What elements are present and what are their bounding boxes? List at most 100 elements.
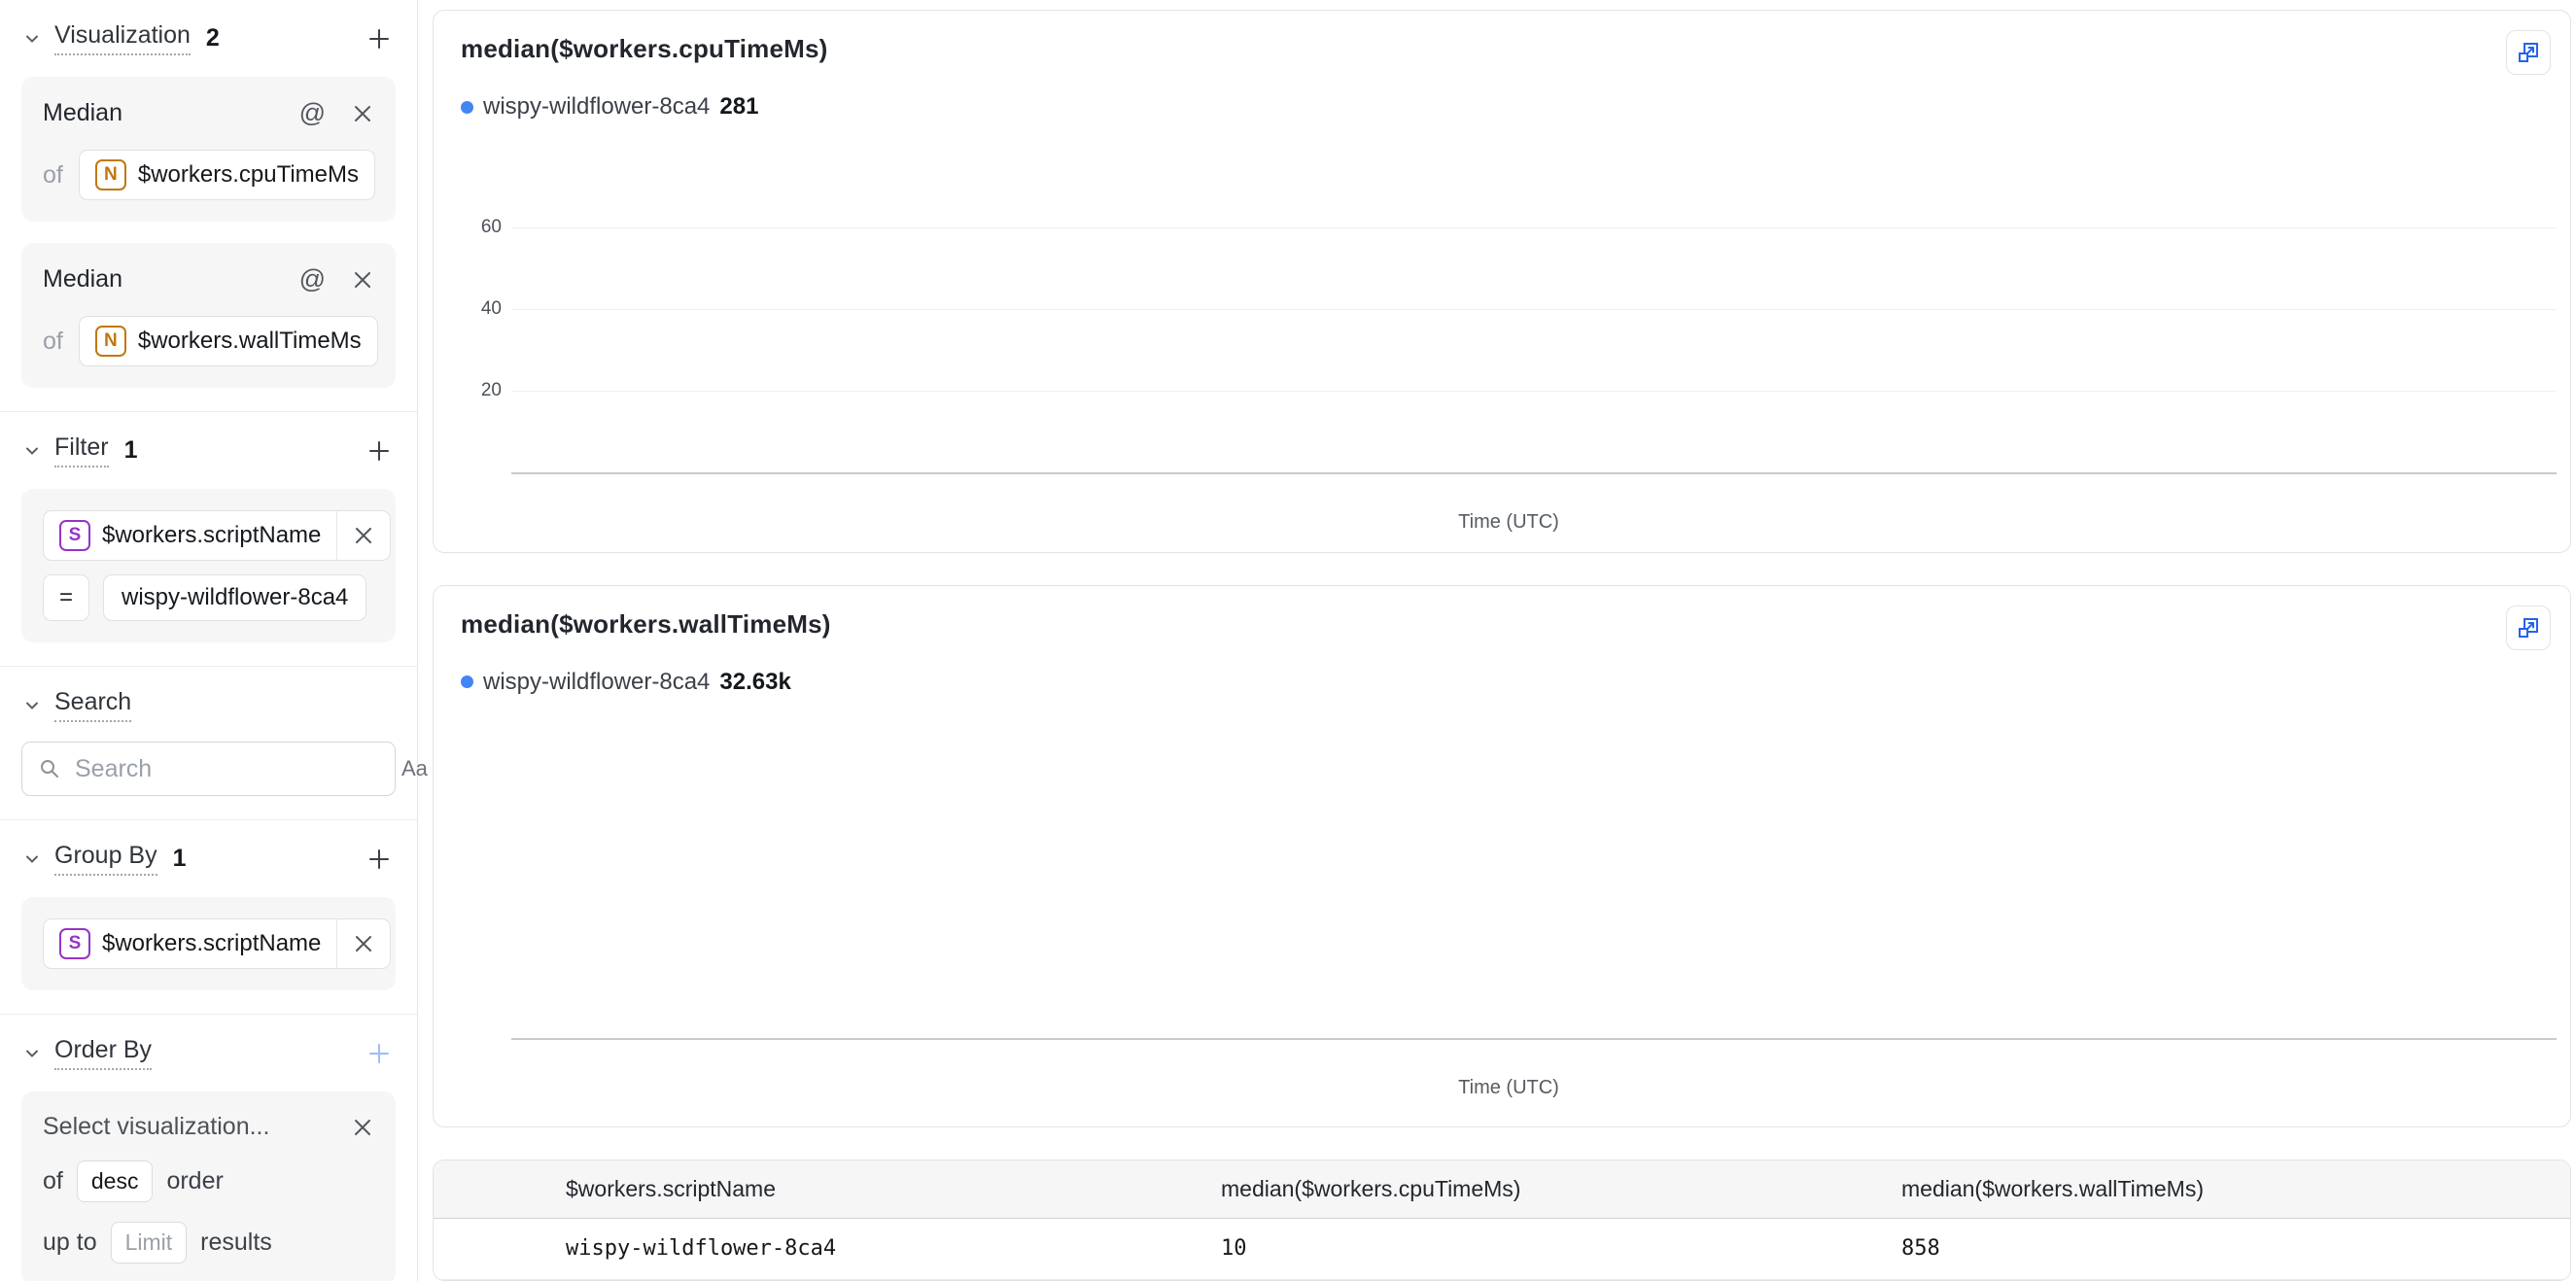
expand-icon xyxy=(2519,43,2538,62)
column-header[interactable]: median($workers.cpuTimeMs) xyxy=(1221,1175,1521,1201)
visualization-title[interactable]: Visualization xyxy=(54,21,191,55)
of-label: of xyxy=(43,160,63,189)
group-by-item: S $workers.scriptName xyxy=(21,897,396,990)
column-header[interactable]: $workers.scriptName xyxy=(566,1175,776,1201)
search-title[interactable]: Search xyxy=(54,688,132,722)
group-by-count: 1 xyxy=(172,845,187,872)
results-panel: median($workers.cpuTimeMs) wispy-wildflo… xyxy=(418,0,2576,1281)
y-axis xyxy=(461,721,511,1040)
chevron-down-icon[interactable] xyxy=(21,848,43,870)
string-type-icon: S xyxy=(59,520,90,551)
visualization-section: Visualization 2 Median @ o xyxy=(0,0,417,411)
order-by-item: Select visualization... of desc order up… xyxy=(21,1091,396,1281)
of-label: of xyxy=(43,327,63,355)
x-axis-ticks xyxy=(511,1040,2557,1069)
order-direction-select[interactable]: desc xyxy=(76,1160,154,1202)
expand-chart-button[interactable] xyxy=(2506,605,2551,650)
add-filter-button[interactable] xyxy=(363,434,396,467)
string-type-icon: S xyxy=(59,928,90,959)
plot-area[interactable] xyxy=(511,146,2557,474)
x-axis-ticks xyxy=(511,474,2557,503)
results-table: $workers.scriptName median($workers.cpuT… xyxy=(433,1160,2571,1281)
remove-visualization-icon[interactable] xyxy=(351,102,374,125)
results-label: results xyxy=(200,1229,272,1256)
remove-group-by-icon[interactable] xyxy=(336,919,390,968)
filter-section: Filter 1 S $workers.scriptName xyxy=(0,411,417,667)
chart-title: median($workers.wallTimeMs) xyxy=(461,608,831,639)
remove-visualization-icon[interactable] xyxy=(351,268,374,292)
filter-value[interactable]: wispy-wildflower-8ca4 xyxy=(103,574,367,621)
series-value: 281 xyxy=(719,93,759,120)
filter-field-chip[interactable]: S $workers.scriptName xyxy=(44,511,336,560)
expand-chart-button[interactable] xyxy=(2506,30,2551,75)
filter-title[interactable]: Filter xyxy=(54,433,109,467)
cpu-time-chart-card: median($workers.cpuTimeMs) wispy-wildflo… xyxy=(433,10,2571,553)
visualization-item: Median @ of N $workers.cpuTimeMs xyxy=(21,77,396,222)
chevron-down-icon[interactable] xyxy=(21,695,43,716)
search-input[interactable] xyxy=(75,754,388,783)
plot-area[interactable] xyxy=(511,721,2557,1040)
chart-legend[interactable]: wispy-wildflower-8ca4 281 xyxy=(461,93,2557,121)
group-by-title[interactable]: Group By xyxy=(54,842,157,876)
aggregate-fn-label[interactable]: Median xyxy=(43,99,122,126)
at-icon[interactable]: @ xyxy=(298,98,326,127)
search-icon xyxy=(38,757,61,780)
filter-count: 1 xyxy=(123,436,138,464)
series-value: 32.63k xyxy=(719,668,791,695)
filter-operator[interactable]: = xyxy=(43,574,89,621)
search-box: Aa ▪* xyxy=(21,742,457,796)
x-axis-label: Time (UTC) xyxy=(1458,511,1559,533)
x-axis-label: Time (UTC) xyxy=(1458,1076,1559,1098)
expand-icon xyxy=(2519,617,2538,638)
chevron-down-icon[interactable] xyxy=(21,440,43,462)
gridline xyxy=(511,391,2557,392)
up-to-label: up to xyxy=(43,1229,97,1256)
limit-input[interactable]: Limit xyxy=(110,1222,188,1264)
add-order-by-button[interactable] xyxy=(363,1037,396,1070)
y-tick-label: 20 xyxy=(480,380,502,400)
series-dot-icon xyxy=(461,675,473,688)
number-type-icon: N xyxy=(94,326,126,357)
group-by-field-chip[interactable]: S $workers.scriptName xyxy=(44,919,336,968)
field-chip[interactable]: N $workers.cpuTimeMs xyxy=(78,150,376,200)
query-builder-sidebar: Visualization 2 Median @ o xyxy=(0,0,457,1281)
gridline xyxy=(511,227,2557,228)
y-axis: 20 40 60 xyxy=(461,146,511,474)
column-header[interactable]: median($workers.wallTimeMs) xyxy=(1901,1175,2204,1201)
order-by-visualization-select[interactable]: Select visualization... xyxy=(43,1113,270,1140)
chart-title: median($workers.cpuTimeMs) xyxy=(461,34,828,63)
chevron-down-icon[interactable] xyxy=(21,28,43,50)
field-chip[interactable]: N $workers.wallTimeMs xyxy=(78,316,378,366)
order-label: order xyxy=(166,1167,224,1194)
order-of-label: of xyxy=(43,1167,63,1194)
visualization-item: Median @ of N $workers.wallTimeMs xyxy=(21,243,396,388)
table-row[interactable]: wispy-wildflower-8ca4 10 858 xyxy=(434,1218,2570,1280)
add-group-by-button[interactable] xyxy=(363,843,396,876)
script-name-cell: wispy-wildflower-8ca4 xyxy=(566,1236,837,1262)
field-name: $workers.wallTimeMs xyxy=(137,328,362,354)
wall-time-chart-card: median($workers.wallTimeMs) wispy-wildfl… xyxy=(433,584,2571,1127)
series-dot-icon xyxy=(461,100,473,114)
at-icon[interactable]: @ xyxy=(298,264,326,294)
add-visualization-button[interactable] xyxy=(363,22,396,55)
order-by-section: Order By Select visualization... of d xyxy=(0,1015,417,1281)
group-by-section: Group By 1 S $workers.scriptName xyxy=(0,820,417,1015)
cpu-time-cell: 10 xyxy=(1221,1236,1247,1262)
gridline xyxy=(511,309,2557,310)
remove-order-by-icon[interactable] xyxy=(351,1116,374,1139)
wall-time-cell: 858 xyxy=(1901,1236,1940,1262)
chevron-down-icon[interactable] xyxy=(21,1043,43,1064)
series-name: wispy-wildflower-8ca4 xyxy=(483,93,711,120)
order-by-title[interactable]: Order By xyxy=(54,1036,153,1070)
y-tick-label: 40 xyxy=(480,298,502,319)
remove-filter-icon[interactable] xyxy=(336,511,390,560)
visualization-count: 2 xyxy=(205,24,220,52)
field-name: $workers.cpuTimeMs xyxy=(137,161,360,188)
number-type-icon: N xyxy=(94,159,126,190)
chart-legend[interactable]: wispy-wildflower-8ca4 32.63k xyxy=(461,669,2557,696)
match-case-icon[interactable]: Aa xyxy=(401,756,428,780)
filter-item: S $workers.scriptName = wispy-wildflower… xyxy=(21,489,396,642)
aggregate-fn-label[interactable]: Median xyxy=(43,265,122,293)
group-by-field-name: $workers.scriptName xyxy=(102,930,322,956)
